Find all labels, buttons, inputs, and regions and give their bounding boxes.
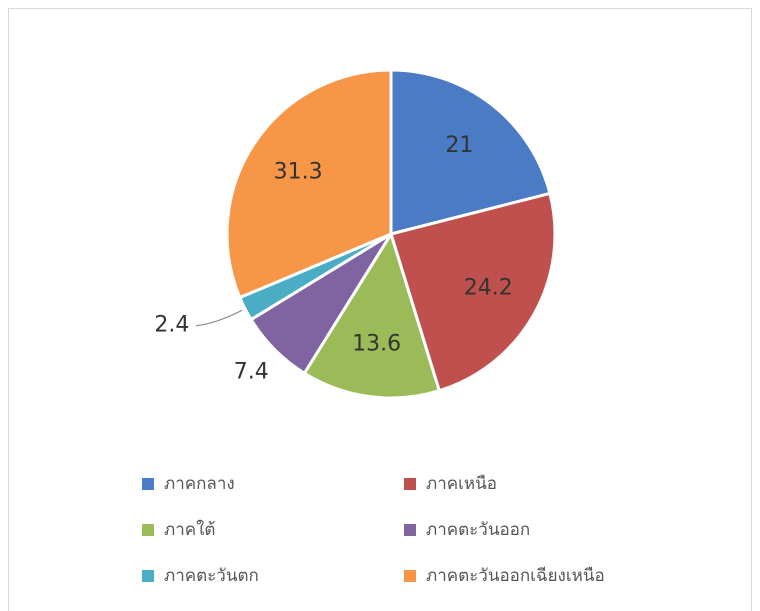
- pie-slice: [225, 68, 393, 300]
- legend-swatch: [142, 478, 154, 490]
- data-label: 24.2: [464, 276, 513, 301]
- legend-label: ภาคตะวันออกเฉียงเหนือ: [426, 566, 605, 586]
- pie-slice: [389, 191, 557, 393]
- data-label: 21: [445, 133, 473, 158]
- legend-swatch: [404, 478, 416, 490]
- legend-label: ภาคตะวันตก: [164, 566, 259, 586]
- data-label: 7.4: [234, 360, 269, 385]
- legend-label: ภาคเหนือ: [426, 474, 497, 494]
- pie-slice: [302, 230, 442, 400]
- legend-label: ภาคตะวันออก: [426, 520, 530, 540]
- legend-swatch: [404, 570, 416, 582]
- legend-label: ภาคกลาง: [164, 474, 235, 494]
- legend-swatch: [404, 524, 416, 536]
- data-label: 2.4: [154, 313, 189, 338]
- pie-slice: [389, 68, 552, 236]
- legend-swatch: [142, 570, 154, 582]
- data-label: 31.3: [274, 159, 323, 184]
- data-label: 13.6: [352, 332, 401, 357]
- legend-label: ภาคใต้: [164, 519, 215, 540]
- legend-swatch: [142, 524, 154, 536]
- leader-line: [195, 309, 243, 327]
